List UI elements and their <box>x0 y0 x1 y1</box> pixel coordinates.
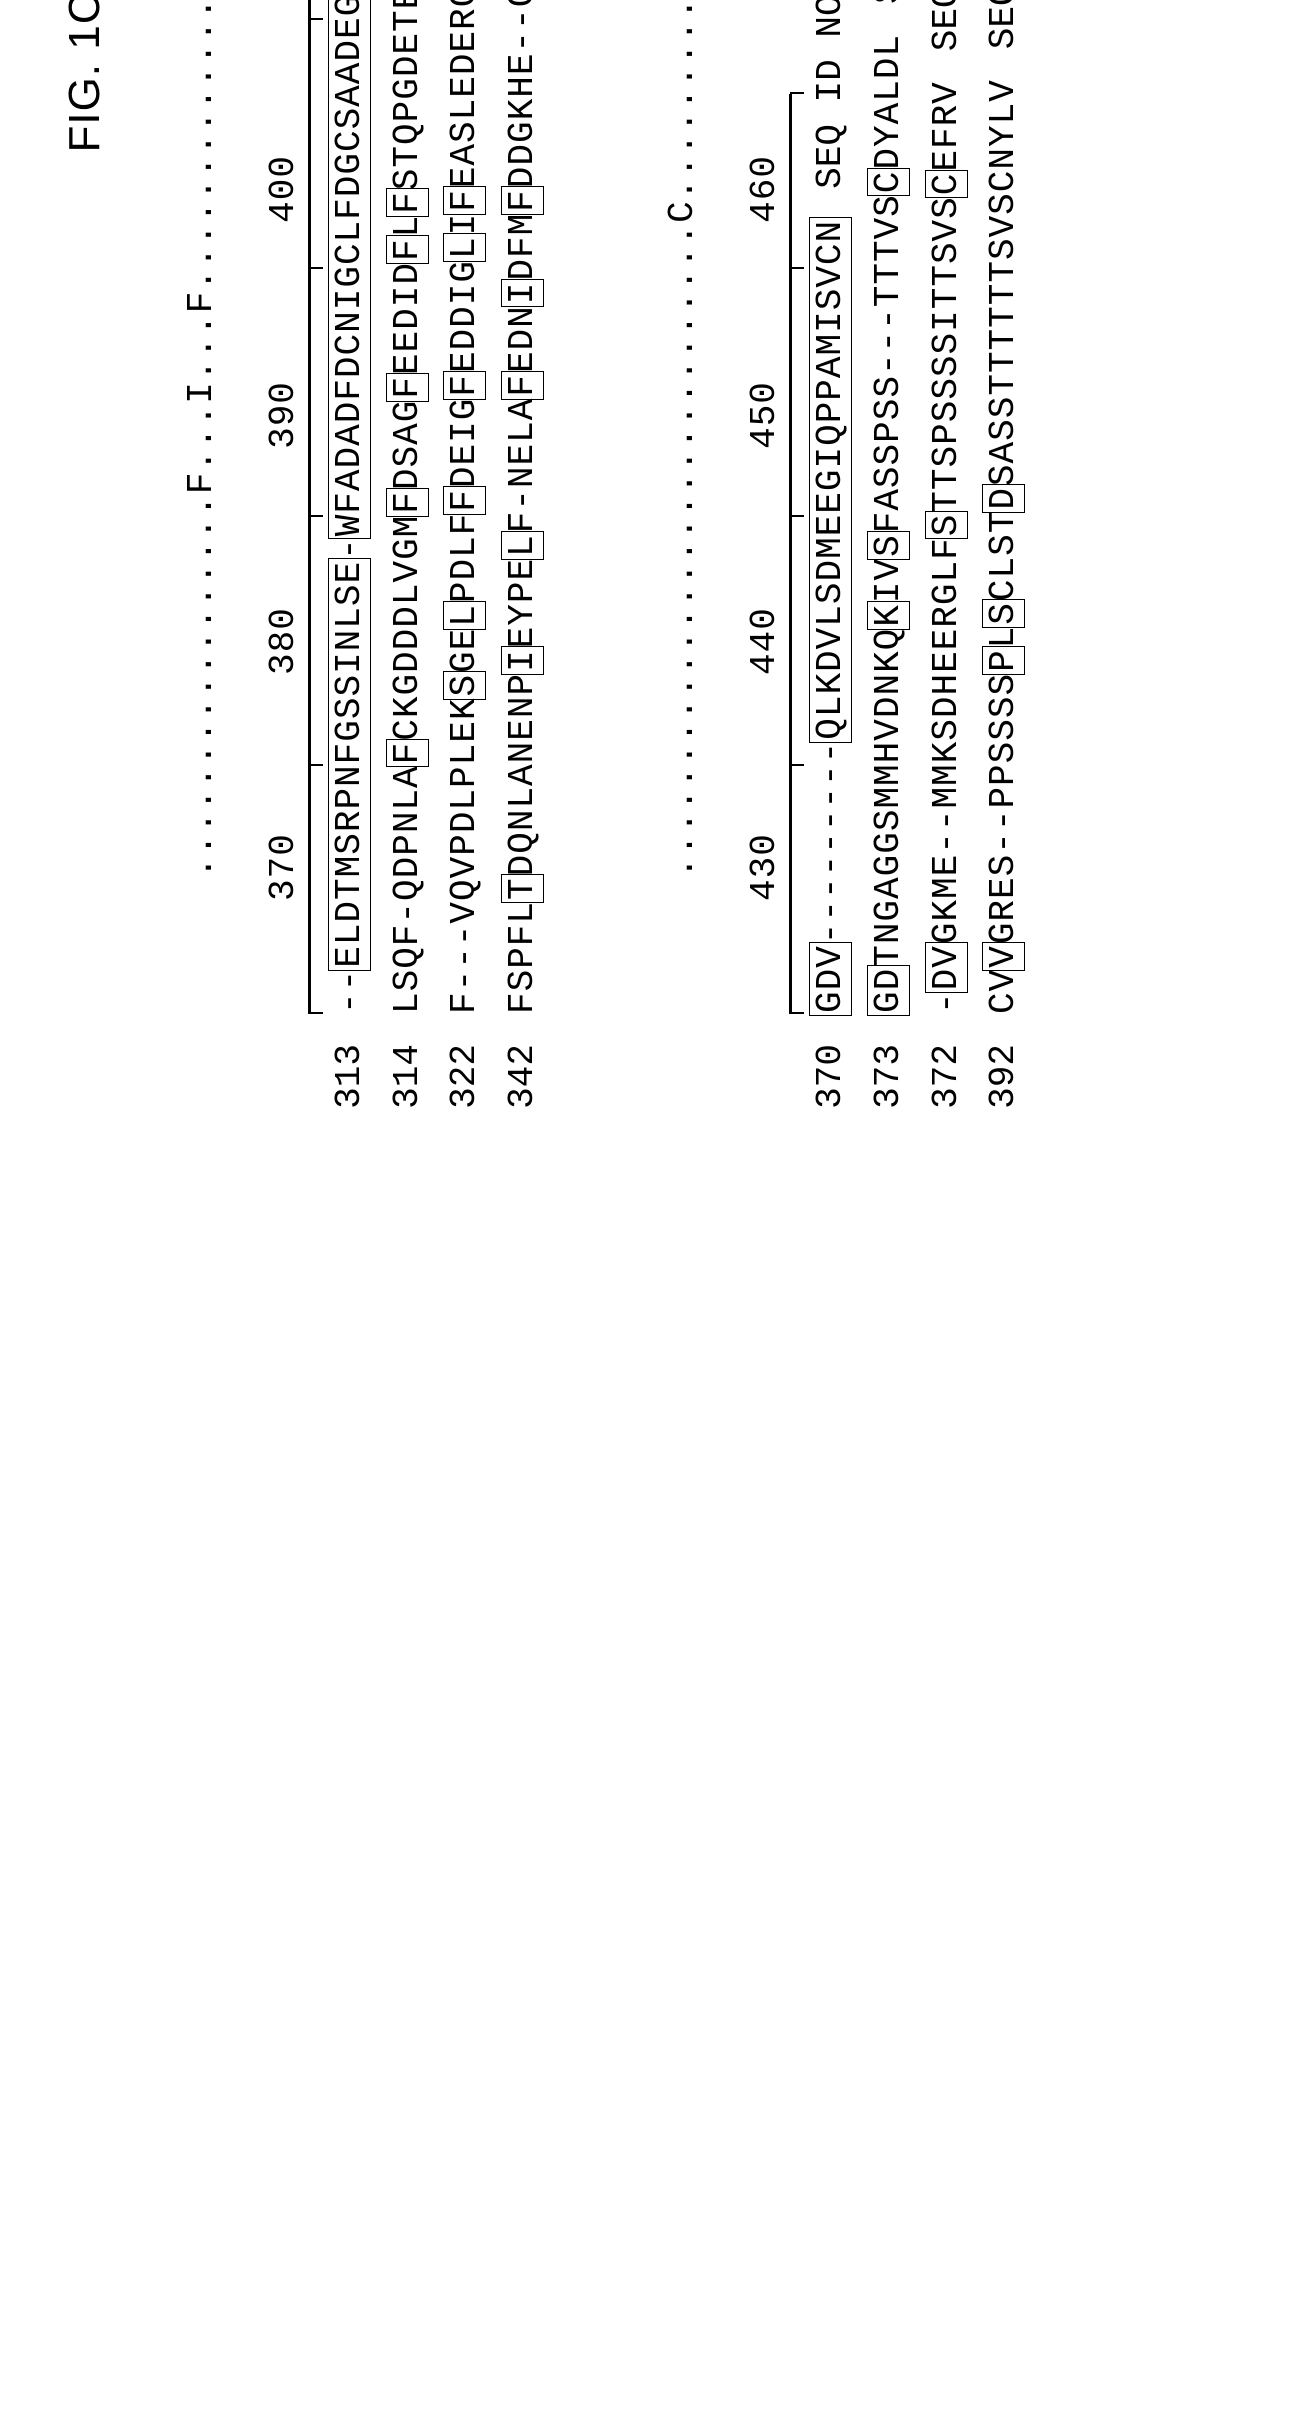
sequence-id-label: SEQ ID NO-39.pro <box>860 0 918 34</box>
start-number: 313 <box>321 1014 379 1164</box>
sequence-row: 313--ELDTMSRPNFGSSINLSE-WFADADFDCNIGCLFD… <box>321 0 379 1164</box>
ruler-tick <box>790 1012 804 1014</box>
sequence-text: CVVGRES--PPSSSSPLSCLSTDSASSTTTTTTSVSCNYL… <box>975 79 1033 1014</box>
sequence-text: --ELDTMSRPNFGSSINLSE-WFADADFDCNIGCLFDGCS… <box>321 0 379 1014</box>
sequence-id-label: SEQ ID NO-42.pro <box>975 0 1033 79</box>
sequence-row: 373GDTNGAGGSMMHVDNKQKIVSFASSPSS---TTTVSC… <box>860 0 918 1164</box>
start-number: 314 <box>379 1014 437 1164</box>
sequence-id-label: SEQ ID NO-37.pro <box>802 0 860 219</box>
ruler-2: 430 440 450 460 <box>744 0 792 1014</box>
sequence-row: 342FSPFLTDQNLANENPIEYPELF-NELAFEDNIDFMFD… <box>494 0 552 1164</box>
ruler-tick <box>309 1012 323 1014</box>
sequence-row: 314LSQF-QDPNLAFCKGDDDLVGMFDSAGFEEDIDFLFS… <box>379 0 437 1164</box>
alignment-block-2: .............................C..........… <box>621 0 1032 1164</box>
start-number: 373 <box>860 1014 918 1164</box>
start-number: 392 <box>975 1014 1033 1164</box>
ruler-tick <box>309 267 323 269</box>
sequence-text: LSQF-QDPNLAFCKGDDDLVGMFDSAGFEEDIDFLFSTQP… <box>379 0 437 1014</box>
start-number: 370 <box>802 1014 860 1164</box>
sequence-text: GDTNGAGGSMMHVDNKQKIVSFASSPSS---TTTVSCDYA… <box>860 34 918 1014</box>
ruler-numbers-1: 370 380 390 400 410 420 <box>263 0 304 1014</box>
alignment-block-1: .................F...I...F..............… <box>140 0 551 1164</box>
ruler-tick <box>309 18 323 20</box>
sequence-row: 392CVVGRES--PPSSSSPLSCLSTDSASSTTTTTTSVSC… <box>975 0 1033 1164</box>
ruler-tick <box>790 764 804 766</box>
sequence-text: GDV---------QLKDVLSDMEEGIQPPAMISVCN <box>802 219 860 1014</box>
ruler-1: 370 380 390 400 410 420 <box>263 0 311 1014</box>
sequence-row: 372-DVGKME--MMKSDHEERGLFSTTSPSSSSITTSVSC… <box>918 0 976 1164</box>
sequence-row: 322F---VQVPDLPLEKSGELPDLFFDEIGFEDDIGLIFE… <box>436 0 494 1164</box>
ruler-tick <box>309 764 323 766</box>
ruler-tick <box>790 267 804 269</box>
sequence-text: F---VQVPDLPLEKSGELPDLFFDEIGFEDDIGLIFEASL… <box>436 0 494 1014</box>
ruler-tick <box>790 515 804 517</box>
figure-title: FIG. 1C <box>60 0 110 1164</box>
start-number: 322 <box>436 1014 494 1164</box>
sequence-text: -DVGKME--MMKSDHEERGLFSTTSPSSSSITTSVSCEFR… <box>918 81 976 1014</box>
ruler-numbers-2: 430 440 450 460 <box>744 0 785 1014</box>
consensus-line-2: .............................C..........… <box>621 0 744 1014</box>
ruler-tick <box>790 92 804 94</box>
ruler-tick <box>309 515 323 517</box>
sequence-text: FSPFLTDQNLANENPIEYPELF-NELAFEDNIDFMFDDGK… <box>494 0 552 1014</box>
start-number: 372 <box>918 1014 976 1164</box>
start-number: 342 <box>494 1014 552 1164</box>
sequence-row: 370GDV---------QLKDVLSDMEEGIQPPAMISVCNSE… <box>802 0 860 1164</box>
sequence-id-label: SEQ ID NO-41.pro <box>918 0 976 81</box>
consensus-line-1: .................F...I...F..............… <box>140 0 263 1014</box>
